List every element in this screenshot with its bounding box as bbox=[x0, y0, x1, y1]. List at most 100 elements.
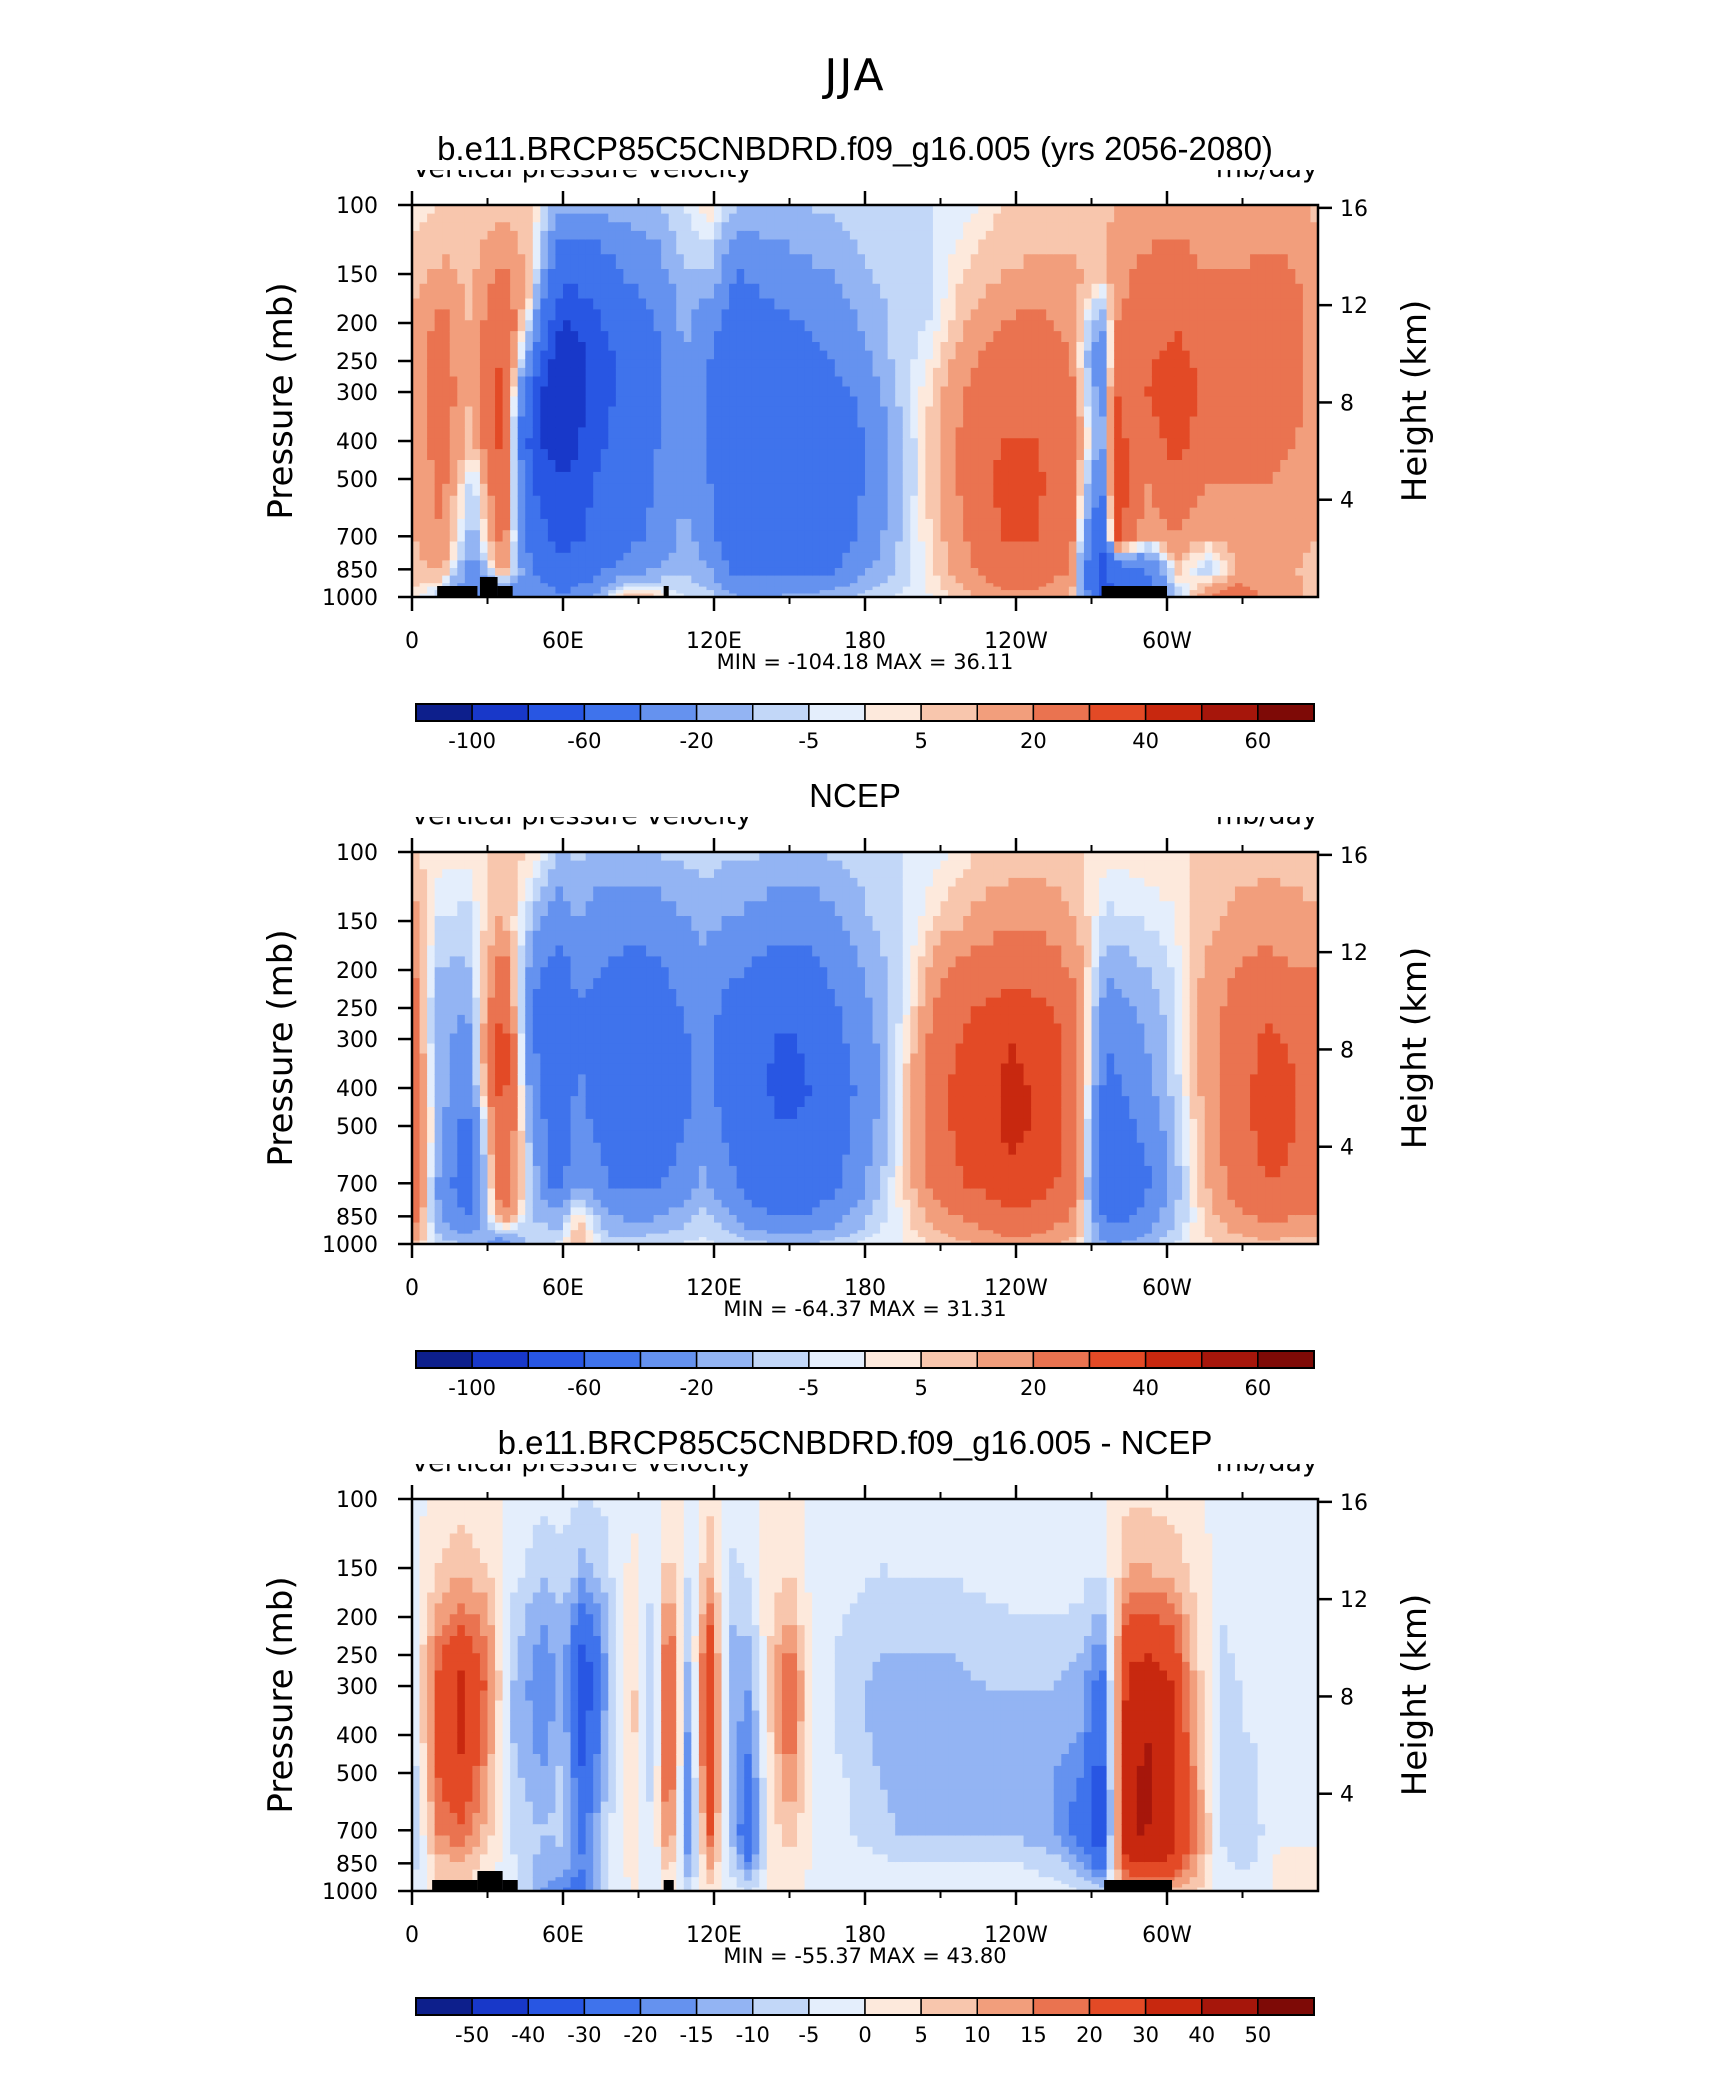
heatmap-cell bbox=[903, 460, 911, 473]
x-tick-label: 60W bbox=[1142, 629, 1192, 654]
heatmap-cell bbox=[1212, 387, 1220, 398]
heatmap-cell bbox=[555, 438, 563, 449]
heatmap-cell bbox=[548, 387, 556, 398]
heatmap-cell bbox=[1076, 438, 1084, 449]
heatmap-cell bbox=[1212, 351, 1220, 360]
heatmap-cell bbox=[1129, 368, 1137, 377]
heatmap-cell bbox=[1227, 568, 1235, 576]
heatmap-cell bbox=[933, 214, 941, 223]
heatmap-cell bbox=[465, 472, 473, 485]
heatmap-cell bbox=[533, 368, 541, 377]
heatmap-cell bbox=[752, 331, 760, 342]
heatmap-cell bbox=[835, 590, 843, 594]
heatmap-cell bbox=[608, 576, 616, 584]
heatmap-cell bbox=[601, 449, 609, 460]
heatmap-cell bbox=[1288, 587, 1296, 591]
heatmap-cell bbox=[623, 240, 631, 255]
heatmap-cell bbox=[1114, 320, 1122, 331]
heatmap-cell bbox=[1001, 299, 1009, 310]
heatmap-cell bbox=[925, 397, 933, 408]
heatmap-cell bbox=[888, 299, 896, 310]
heatmap-cell bbox=[1205, 299, 1213, 310]
heatmap-cell bbox=[465, 449, 473, 460]
heatmap-cell bbox=[918, 222, 926, 231]
heatmap-cell bbox=[1220, 254, 1228, 269]
heatmap-cell bbox=[420, 231, 428, 240]
heatmap-cell bbox=[420, 852, 428, 861]
heatmap-cell bbox=[676, 351, 684, 360]
heatmap-cell bbox=[910, 590, 918, 594]
heatmap-cell bbox=[639, 496, 647, 509]
heatmap-cell bbox=[1031, 387, 1039, 398]
heatmap-cell bbox=[1243, 240, 1251, 255]
heatmap-cell bbox=[1159, 542, 1167, 554]
heatmap-cell bbox=[548, 587, 556, 591]
heatmap-cell bbox=[986, 299, 994, 310]
heatmap-cell bbox=[1212, 205, 1220, 214]
heatmap-cell bbox=[639, 269, 647, 284]
heatmap-cell bbox=[1258, 299, 1266, 310]
heatmap-cell bbox=[1258, 438, 1266, 449]
heatmap-cell bbox=[1008, 254, 1016, 269]
heatmap-cell bbox=[744, 351, 752, 360]
heatmap-cell bbox=[1084, 542, 1092, 554]
heatmap-cell bbox=[1016, 590, 1024, 594]
heatmap-cell bbox=[510, 377, 518, 388]
heatmap-cell bbox=[1280, 205, 1288, 214]
heatmap-cell bbox=[1295, 407, 1303, 418]
heatmap-cell bbox=[1084, 284, 1092, 299]
heatmap-cell bbox=[480, 407, 488, 418]
heatmap-cell bbox=[1061, 299, 1069, 310]
heatmap-cell bbox=[857, 299, 865, 310]
heatmap-cell bbox=[1220, 359, 1228, 368]
heatmap-cell bbox=[1258, 484, 1266, 497]
heatmap-cell bbox=[1280, 542, 1288, 554]
heatmap-cell bbox=[1107, 368, 1115, 377]
heatmap-cell bbox=[578, 460, 586, 473]
heatmap-cell bbox=[427, 427, 435, 438]
heatmap-cell bbox=[676, 438, 684, 449]
heatmap-cell bbox=[1039, 472, 1047, 485]
heatmap-cell bbox=[631, 427, 639, 438]
heatmap-cell bbox=[1303, 438, 1311, 449]
heatmap-cell bbox=[435, 387, 443, 398]
heatmap-cell bbox=[1024, 449, 1032, 460]
heatmap-cell bbox=[812, 269, 820, 284]
heatmap-cell bbox=[910, 309, 918, 320]
heatmap-cell bbox=[465, 331, 473, 342]
heatmap-cell bbox=[533, 587, 541, 591]
heatmap-cell bbox=[571, 240, 579, 255]
heatmap-cell bbox=[571, 205, 579, 214]
heatmap-cell bbox=[450, 377, 458, 388]
heatmap-cell bbox=[1197, 519, 1205, 531]
heatmap-cell bbox=[1122, 449, 1130, 460]
heatmap-cell bbox=[548, 240, 556, 255]
heatmap-cell bbox=[1016, 587, 1024, 591]
heatmap-cell bbox=[1114, 460, 1122, 473]
heatmap-cell bbox=[488, 299, 496, 310]
heatmap-cell bbox=[1258, 530, 1266, 542]
heatmap-cell bbox=[601, 519, 609, 531]
heatmap-cell bbox=[601, 460, 609, 473]
heatmap-cell bbox=[978, 240, 986, 255]
heatmap-cell bbox=[639, 222, 647, 231]
heatmap-cell bbox=[888, 254, 896, 269]
heatmap-cell bbox=[827, 519, 835, 531]
heatmap-cell bbox=[737, 460, 745, 473]
heatmap-cell bbox=[548, 254, 556, 269]
heatmap-cell bbox=[608, 284, 616, 299]
heatmap-cell bbox=[1205, 359, 1213, 368]
heatmap-cell bbox=[941, 222, 949, 231]
heatmap-cell bbox=[1061, 417, 1069, 428]
heatmap-cell bbox=[563, 299, 571, 310]
heatmap-cell bbox=[631, 331, 639, 342]
heatmap-cell bbox=[1243, 231, 1251, 240]
heatmap-cell bbox=[873, 460, 881, 473]
heatmap-cell bbox=[457, 519, 465, 531]
heatmap-cell bbox=[1280, 449, 1288, 460]
heatmap-cell bbox=[639, 519, 647, 531]
heatmap-cell bbox=[1295, 240, 1303, 255]
heatmap-cell bbox=[971, 484, 979, 497]
heatmap-cell bbox=[933, 496, 941, 509]
heatmap-cell bbox=[744, 320, 752, 331]
